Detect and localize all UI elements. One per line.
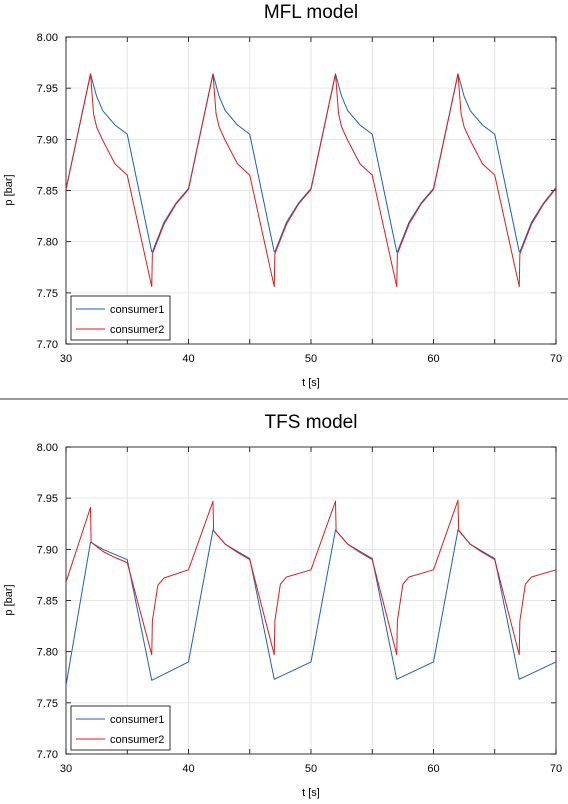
y-tick-label: 7.70: [37, 339, 58, 351]
y-tick-label: 8.00: [37, 32, 58, 44]
x-tick-label: 50: [305, 763, 317, 775]
x-axis-label: t [s]: [302, 377, 320, 389]
x-tick-label: 30: [60, 763, 72, 775]
legend-box: [70, 705, 171, 751]
y-tick-label: 7.80: [37, 237, 58, 249]
gridlines: [66, 447, 556, 754]
y-tick-label: 7.90: [37, 134, 58, 146]
legend-label-consumer1: consumer1: [110, 714, 164, 726]
legend: consumer1 consumer2: [70, 705, 171, 751]
x-tick-label: 70: [550, 353, 562, 365]
gridlines: [66, 37, 556, 344]
y-ticks: 7.70 7.75 7.80 7.85 7.90 7.95 8.00: [37, 32, 556, 351]
y-tick-label: 7.75: [37, 288, 58, 300]
y-axis-label: p [bar]: [3, 584, 15, 615]
chart-panel-1: MFL model 7.70 7.75 7.80 7.85 7.90 7.95 8.00 3…: [3, 2, 562, 389]
y-tick-label: 7.85: [37, 596, 58, 608]
series-line-consumer2: [65, 73, 557, 288]
y-tick-label: 7.75: [37, 698, 58, 710]
y-tick-label: 8.00: [37, 442, 58, 454]
x-tick-label: 40: [182, 353, 194, 365]
series-lines: [65, 73, 557, 288]
legend-label-consumer2: consumer2: [110, 734, 164, 746]
series-lines: [65, 499, 557, 686]
y-tick-label: 7.95: [37, 83, 58, 95]
chart-title: TFS model: [265, 412, 358, 433]
chart-panel-2: TFS model 7.70 7.75 7.80 7.85 7.90 7.95 8.00 3…: [3, 412, 562, 799]
x-tick-label: 60: [427, 763, 439, 775]
chart-title: MFL model: [264, 2, 358, 23]
legend-label-consumer1: consumer1: [110, 304, 164, 316]
x-tick-label: 60: [427, 353, 439, 365]
y-axis-label: p [bar]: [3, 174, 15, 205]
x-ticks: 30 40 50 60 70: [60, 447, 562, 775]
series-line-consumer2: [65, 499, 557, 656]
x-tick-label: 30: [60, 353, 72, 365]
y-ticks: 7.70 7.75 7.80 7.85 7.90 7.95 8.00: [37, 442, 556, 761]
x-tick-label: 50: [305, 353, 317, 365]
y-tick-label: 7.95: [37, 493, 58, 505]
x-tick-label: 70: [550, 763, 562, 775]
y-tick-label: 7.85: [37, 186, 58, 198]
y-tick-label: 7.90: [37, 544, 58, 556]
x-tick-label: 40: [182, 763, 194, 775]
legend: consumer1 consumer2: [70, 295, 171, 341]
y-tick-label: 7.70: [37, 749, 58, 761]
x-ticks: 30 40 50 60 70: [60, 37, 562, 365]
legend-box: [70, 295, 171, 341]
y-tick-label: 7.80: [37, 647, 58, 659]
legend-label-consumer2: consumer2: [110, 324, 164, 336]
x-axis-label: t [s]: [302, 787, 320, 799]
